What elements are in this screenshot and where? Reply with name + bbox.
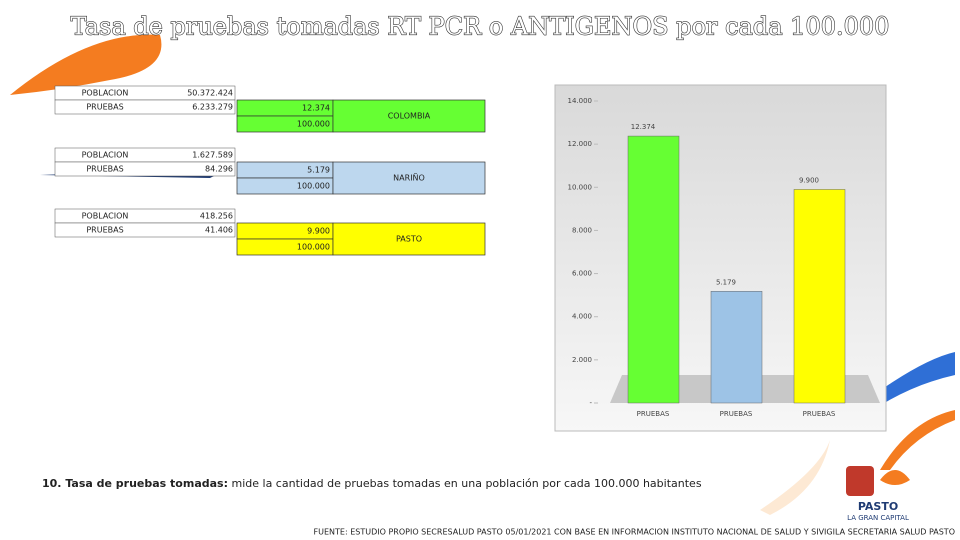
note-term: 10. Tasa de pruebas tomadas: <box>42 477 228 490</box>
title: Tasa de pruebas tomadas RT PCR o ANTIGEN… <box>71 13 890 41</box>
table-row <box>54 99 236 115</box>
region: PASTO <box>396 235 422 244</box>
row-label: PRUEBAS <box>86 103 123 112</box>
y-tick-label: 4.000 <box>572 313 592 321</box>
y-tick-label: 2.000 <box>572 356 592 364</box>
y-tick-label: 14.000 <box>568 97 593 105</box>
y-tick-label: 10.000 <box>568 183 593 191</box>
decor-light <box>760 440 830 515</box>
x-tick-label: PRUEBAS <box>637 410 670 418</box>
row-value: 84.296 <box>205 165 233 174</box>
region: COLOMBIA <box>388 112 431 121</box>
row-label: POBLACION <box>82 89 129 98</box>
rate: 9.900 <box>307 227 330 236</box>
decor-orange <box>10 34 162 95</box>
logo-sun <box>880 470 910 485</box>
bar <box>627 135 680 404</box>
region-cell <box>332 99 486 133</box>
row-label: POBLACION <box>82 212 129 221</box>
row-label: PRUEBAS <box>86 226 123 235</box>
region-cell <box>332 161 486 195</box>
y-tick-label: 8.000 <box>572 226 592 234</box>
value-label: 12.374 <box>631 123 656 131</box>
base: 100.000 <box>297 182 330 191</box>
row-value: 6.233.279 <box>192 103 233 112</box>
logo-name: PASTO <box>858 500 898 513</box>
rate: 5.179 <box>307 166 330 175</box>
rate: 12.374 <box>302 104 330 113</box>
note-text: mide la cantidad de pruebas tomadas en u… <box>228 477 702 490</box>
x-tick-label: PRUEBAS <box>803 410 836 418</box>
region-cell <box>332 222 486 256</box>
row-label: PRUEBAS <box>86 165 123 174</box>
value-label: 9.900 <box>799 176 819 184</box>
bar <box>710 291 763 404</box>
value-label: 5.179 <box>716 278 736 286</box>
row-label: POBLACION <box>82 151 129 160</box>
table-row <box>54 161 236 177</box>
x-tick-label: PRUEBAS <box>720 410 753 418</box>
chart: - 2.000 4.000 6.000 8.000 10.000 12.000 14.000 P… <box>568 97 846 418</box>
row-value: 1.627.589 <box>192 151 233 160</box>
y-tick-label: 6.000 <box>572 270 592 278</box>
y-tick-label: - <box>589 399 592 407</box>
row-value: 50.372.424 <box>187 89 233 98</box>
region: NARIÑO <box>393 173 425 183</box>
row-value: 41.406 <box>205 226 233 235</box>
decor-orange-2 <box>880 410 955 470</box>
row-value: 418.256 <box>200 212 233 221</box>
logo-shield <box>846 466 874 496</box>
tables: POBLACION 50.372.424 PRUEBAS 6.233.279 12.37… <box>54 85 486 256</box>
logo-tagline: LA GRAN CAPITAL <box>847 514 909 522</box>
note: 10. Tasa de pruebas tomadas: mide la can… <box>42 477 702 490</box>
table-row <box>54 222 236 238</box>
base: 100.000 <box>297 120 330 129</box>
bar <box>793 189 846 404</box>
source: FUENTE: ESTUDIO PROPIO SECRESALUD PASTO … <box>314 528 955 537</box>
base: 100.000 <box>297 243 330 252</box>
y-tick-label: 12.000 <box>568 140 593 148</box>
